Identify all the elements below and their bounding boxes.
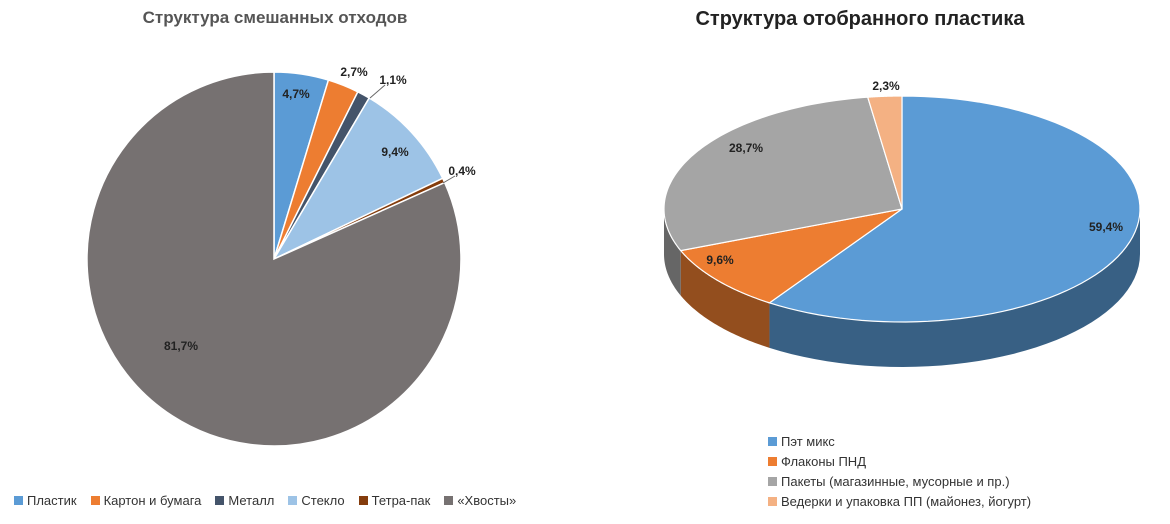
data-label: 28,7% (729, 141, 763, 155)
legend-label: Флаконы ПНД (781, 454, 867, 469)
legend-label: «Хвосты» (457, 493, 517, 508)
legend-item: Флаконы ПНД (768, 454, 1031, 469)
data-label: 9,6% (706, 253, 734, 267)
legend-label: Металл (228, 493, 275, 508)
pie-side (680, 250, 770, 348)
pie-slice (272, 97, 444, 261)
pie-slice (86, 71, 462, 447)
legend-item: Металл (215, 493, 274, 508)
legend-swatch (288, 496, 298, 505)
legend-item: «Хвосты» (444, 493, 516, 508)
legend-item: Тетра-пак (358, 493, 431, 508)
legend-swatch (444, 496, 454, 505)
legend-swatch (215, 496, 225, 505)
data-label: 2,3% (872, 79, 900, 93)
leader-line (369, 84, 386, 99)
pie-3d-plot: 59,4% 9,6% 28,7% 2,3% (663, 79, 1141, 367)
pie-plot: 4,7% 2,7% 1,1% 9,4% 0,4% 81,7% (86, 65, 476, 447)
pie-slice (768, 95, 1141, 323)
legend-swatch (768, 437, 777, 446)
chart-title: Структура отобранного пластика (695, 8, 1025, 30)
legend: Пэт микс Флаконы ПНД Пакеты (магазинные, м… (768, 434, 1031, 509)
mixed-waste-chart: Структура смешанных отходов 4,7% 2,7% 1,1%… (0, 0, 560, 524)
legend-swatch (768, 457, 777, 466)
data-label: 4,7% (282, 87, 310, 101)
legend-item: Пэт микс (768, 434, 1031, 449)
data-label: 81,7% (164, 339, 198, 353)
data-label: 2,7% (340, 65, 368, 79)
legend-label: Пластик (27, 493, 77, 508)
data-label: 59,4% (1089, 220, 1123, 234)
legend-label: Тетра-пак (371, 493, 431, 508)
legend-label: Пэт микс (781, 434, 835, 449)
data-label: 9,4% (381, 145, 409, 159)
legend-swatch (768, 497, 777, 506)
pie-slice (663, 96, 903, 252)
legend-item: Пластик (14, 493, 77, 508)
chart-title: Структура смешанных отходов (142, 8, 408, 27)
legend: Пластик Картон и бумага Металл Стекло Тетра-… (14, 493, 516, 508)
legend-label: Картон и бумага (103, 493, 202, 508)
legend-item: Стекло (288, 493, 345, 508)
legend-swatch (358, 496, 368, 505)
legend-swatch (90, 496, 100, 505)
data-label: 1,1% (379, 73, 407, 87)
legend-label: Пакеты (магазинные, мусорные и пр.) (781, 474, 1010, 489)
legend-item: Картон и бумага (90, 493, 202, 508)
legend-swatch (14, 496, 23, 505)
legend-swatch (768, 477, 777, 486)
pie-side (769, 209, 1140, 367)
pie-slice (679, 208, 903, 304)
legend-item: Ведерки и упаковка ПП (майонез, йогурт) (768, 494, 1031, 509)
leader-line (442, 175, 456, 184)
plastic-structure-chart: Структура отобранного пластика 59,4% 9,6%… (560, 0, 1170, 524)
legend-label: Ведерки и упаковка ПП (майонез, йогурт) (781, 494, 1032, 509)
legend-label: Стекло (301, 493, 345, 508)
pie-slice (866, 95, 903, 210)
legend-item: Пакеты (магазинные, мусорные и пр.) (768, 474, 1031, 489)
data-label: 0,4% (448, 164, 476, 178)
